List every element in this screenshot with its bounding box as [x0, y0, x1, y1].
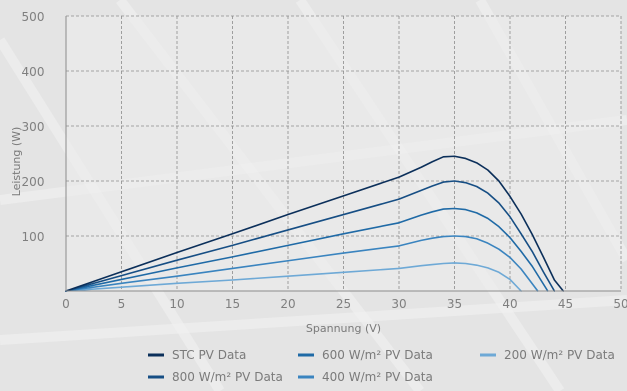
legend-label: 600 W/m² PV Data	[322, 348, 433, 362]
y-tick-label: 200	[22, 175, 45, 189]
y-tick-label: 500	[22, 10, 45, 24]
x-tick-label: 15	[225, 297, 240, 311]
series-layer	[65, 155, 565, 292]
x-tick-label: 50	[613, 297, 627, 311]
legend-layer: STC PV Data 800 W/m² PV Data 600 W/m² PV D…	[148, 348, 615, 384]
legend-label: 400 W/m² PV Data	[322, 370, 433, 384]
y-tick-label: 400	[22, 65, 45, 79]
x-tick-label: 5	[118, 297, 126, 311]
x-tick-label: 10	[169, 297, 184, 311]
x-tick-label: 40	[502, 297, 517, 311]
grid-layer	[66, 15, 622, 291]
x-tick-label: 20	[280, 297, 295, 311]
x-axis-label: Spannung (V)	[306, 322, 381, 335]
x-tick-label: 30	[391, 297, 406, 311]
series-line-2	[65, 180, 556, 292]
y-axis-label: Leistung (W)	[10, 127, 23, 197]
series-line-5	[65, 262, 522, 292]
y-tick-label: 100	[22, 230, 45, 244]
x-tick-label: 25	[336, 297, 351, 311]
x-tick-label: 45	[558, 297, 573, 311]
legend-label: STC PV Data	[172, 348, 246, 362]
series-line-3	[65, 207, 549, 292]
series-line-4	[65, 235, 539, 292]
legend-label: 800 W/m² PV Data	[172, 370, 283, 384]
background-stripe	[0, 295, 627, 345]
x-tick-label: 0	[62, 297, 70, 311]
y-tick-label: 300	[22, 120, 45, 134]
legend-label: 200 W/m² PV Data	[504, 348, 615, 362]
x-tick-label: 35	[447, 297, 462, 311]
series-line-1	[65, 155, 565, 292]
axis-layer: 0 5 10 15 20 25 30 35 40 45 50 100 200 300 400 500 Spann…	[10, 10, 627, 335]
